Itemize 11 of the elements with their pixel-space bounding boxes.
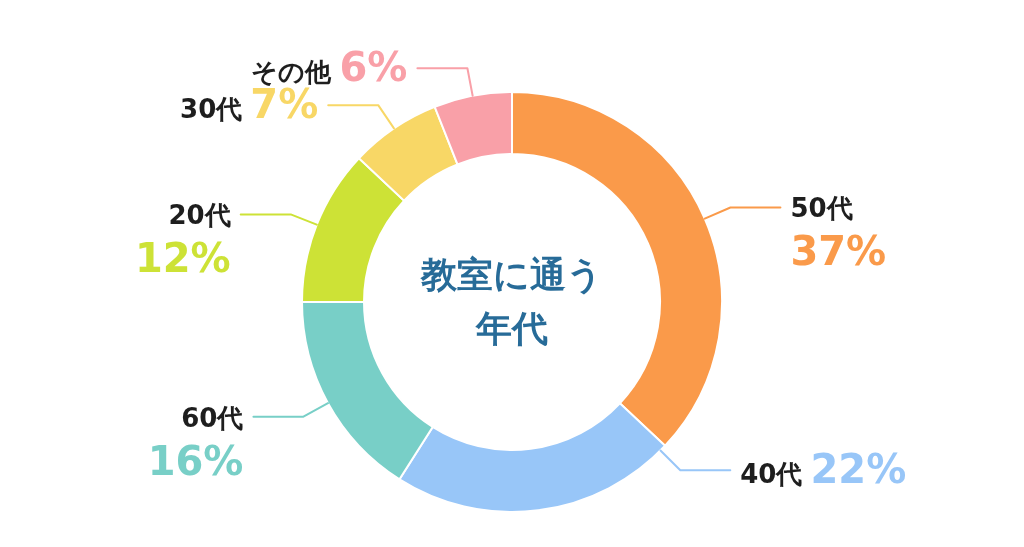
text: 教室に通う年代 bbox=[419, 253, 604, 351]
slice-label: 30代 bbox=[180, 94, 243, 125]
slice-label: 40代 bbox=[740, 459, 803, 490]
slice-label: 50代 bbox=[790, 193, 853, 224]
data-label: 22% bbox=[810, 446, 907, 493]
slice-label: 20代 bbox=[168, 200, 231, 231]
slice-label: 60代 bbox=[181, 402, 244, 433]
data-label: 16% bbox=[147, 437, 244, 484]
data-label: 6% bbox=[339, 44, 408, 91]
data-label: 37% bbox=[790, 228, 887, 275]
data-label: 12% bbox=[134, 235, 231, 282]
